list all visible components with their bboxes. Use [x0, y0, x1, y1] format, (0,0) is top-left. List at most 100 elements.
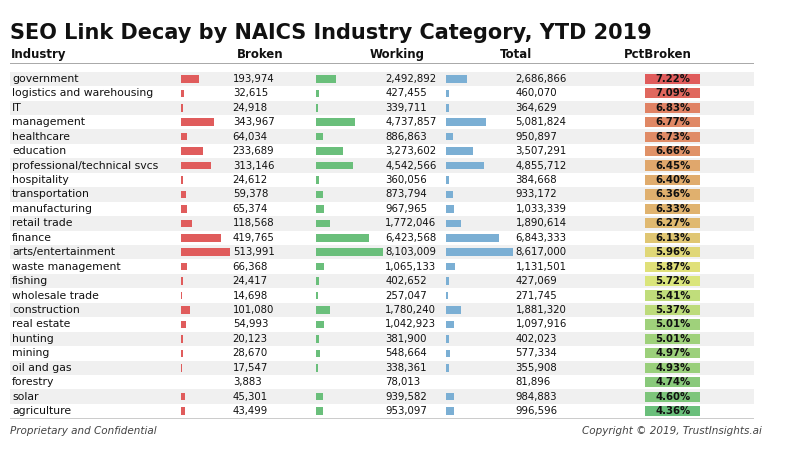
- FancyBboxPatch shape: [181, 133, 187, 140]
- FancyBboxPatch shape: [645, 334, 700, 344]
- Text: 5.01%: 5.01%: [655, 334, 690, 344]
- FancyBboxPatch shape: [315, 350, 320, 357]
- Text: 5,081,824: 5,081,824: [515, 117, 566, 127]
- Text: 1,097,916: 1,097,916: [515, 320, 567, 329]
- Text: 3,273,602: 3,273,602: [386, 146, 436, 156]
- FancyBboxPatch shape: [446, 147, 474, 155]
- FancyBboxPatch shape: [315, 306, 330, 314]
- FancyBboxPatch shape: [645, 290, 700, 301]
- FancyBboxPatch shape: [446, 321, 454, 328]
- Text: 886,863: 886,863: [386, 132, 427, 142]
- FancyBboxPatch shape: [10, 144, 754, 158]
- Text: oil and gas: oil and gas: [12, 363, 71, 373]
- Text: 24,918: 24,918: [233, 103, 268, 113]
- Text: 996,596: 996,596: [515, 406, 558, 416]
- FancyBboxPatch shape: [645, 218, 700, 229]
- FancyBboxPatch shape: [315, 162, 354, 169]
- FancyBboxPatch shape: [315, 393, 323, 401]
- FancyBboxPatch shape: [645, 348, 700, 358]
- Text: 5.41%: 5.41%: [655, 291, 690, 301]
- FancyBboxPatch shape: [645, 103, 700, 113]
- Text: 5.72%: 5.72%: [655, 276, 690, 286]
- Text: 6.33%: 6.33%: [655, 204, 690, 214]
- Text: 6.45%: 6.45%: [655, 161, 690, 171]
- Text: 118,568: 118,568: [233, 218, 274, 228]
- FancyBboxPatch shape: [10, 187, 754, 202]
- Text: 967,965: 967,965: [386, 204, 427, 214]
- Text: SEO Link Decay by NAICS Industry Category, YTD 2019: SEO Link Decay by NAICS Industry Categor…: [10, 23, 652, 43]
- FancyBboxPatch shape: [315, 147, 342, 155]
- FancyBboxPatch shape: [645, 117, 700, 127]
- FancyBboxPatch shape: [10, 173, 754, 187]
- Text: 257,047: 257,047: [386, 291, 427, 301]
- Text: Copyright © 2019, TrustInsights.ai: Copyright © 2019, TrustInsights.ai: [582, 426, 762, 436]
- FancyBboxPatch shape: [315, 364, 318, 372]
- Text: 32,615: 32,615: [233, 88, 268, 99]
- FancyBboxPatch shape: [645, 392, 700, 402]
- FancyBboxPatch shape: [181, 248, 230, 256]
- Text: Working: Working: [369, 48, 424, 61]
- FancyBboxPatch shape: [645, 175, 700, 185]
- FancyBboxPatch shape: [645, 320, 700, 329]
- Text: 45,301: 45,301: [233, 392, 268, 402]
- Text: 4,855,712: 4,855,712: [515, 161, 567, 171]
- Text: 984,883: 984,883: [515, 392, 557, 402]
- Text: 20,123: 20,123: [233, 334, 268, 344]
- Text: 3,507,291: 3,507,291: [515, 146, 567, 156]
- FancyBboxPatch shape: [446, 248, 514, 256]
- Text: 4.60%: 4.60%: [655, 392, 690, 402]
- Text: 17,547: 17,547: [233, 363, 268, 373]
- FancyBboxPatch shape: [446, 306, 461, 314]
- FancyBboxPatch shape: [10, 260, 754, 274]
- Text: 1,033,339: 1,033,339: [515, 204, 566, 214]
- Text: 577,334: 577,334: [515, 348, 558, 358]
- FancyBboxPatch shape: [315, 263, 324, 270]
- Text: 6.66%: 6.66%: [655, 146, 690, 156]
- FancyBboxPatch shape: [10, 404, 754, 419]
- FancyBboxPatch shape: [181, 104, 183, 112]
- Text: Proprietary and Confidential: Proprietary and Confidential: [10, 426, 157, 436]
- FancyBboxPatch shape: [315, 191, 322, 198]
- Text: 402,023: 402,023: [515, 334, 557, 344]
- FancyBboxPatch shape: [446, 133, 454, 140]
- Text: manufacturing: manufacturing: [12, 204, 92, 214]
- Text: Broken: Broken: [237, 48, 283, 61]
- Text: 427,069: 427,069: [515, 276, 558, 286]
- FancyBboxPatch shape: [645, 261, 700, 272]
- Text: 460,070: 460,070: [515, 88, 557, 99]
- FancyBboxPatch shape: [446, 263, 454, 270]
- Text: arts/entertainment: arts/entertainment: [12, 247, 115, 257]
- FancyBboxPatch shape: [446, 364, 449, 372]
- FancyBboxPatch shape: [645, 305, 700, 315]
- FancyBboxPatch shape: [315, 176, 318, 184]
- Text: 8,617,000: 8,617,000: [515, 247, 566, 257]
- Text: solar: solar: [12, 392, 38, 402]
- Text: waste management: waste management: [12, 261, 121, 272]
- FancyBboxPatch shape: [181, 364, 182, 372]
- Text: 43,499: 43,499: [233, 406, 268, 416]
- Text: 1,065,133: 1,065,133: [386, 261, 436, 272]
- Text: 402,652: 402,652: [386, 276, 427, 286]
- FancyBboxPatch shape: [181, 350, 183, 357]
- FancyBboxPatch shape: [181, 220, 192, 227]
- FancyBboxPatch shape: [10, 158, 754, 173]
- Text: 1,042,923: 1,042,923: [386, 320, 436, 329]
- Text: 7.09%: 7.09%: [655, 88, 690, 99]
- Text: education: education: [12, 146, 66, 156]
- Text: finance: finance: [12, 233, 52, 243]
- FancyBboxPatch shape: [181, 277, 183, 285]
- FancyBboxPatch shape: [10, 72, 754, 86]
- Text: fishing: fishing: [12, 276, 48, 286]
- FancyBboxPatch shape: [10, 115, 754, 130]
- Text: 5.37%: 5.37%: [655, 305, 690, 315]
- Text: 6.27%: 6.27%: [655, 218, 690, 228]
- FancyBboxPatch shape: [315, 118, 355, 126]
- FancyBboxPatch shape: [645, 276, 700, 286]
- Text: 6.13%: 6.13%: [655, 233, 690, 243]
- Text: 3,883: 3,883: [233, 377, 262, 387]
- FancyBboxPatch shape: [10, 245, 754, 260]
- Text: healthcare: healthcare: [12, 132, 70, 142]
- FancyBboxPatch shape: [315, 220, 330, 227]
- Text: Total: Total: [499, 48, 532, 61]
- Text: 4,542,566: 4,542,566: [386, 161, 437, 171]
